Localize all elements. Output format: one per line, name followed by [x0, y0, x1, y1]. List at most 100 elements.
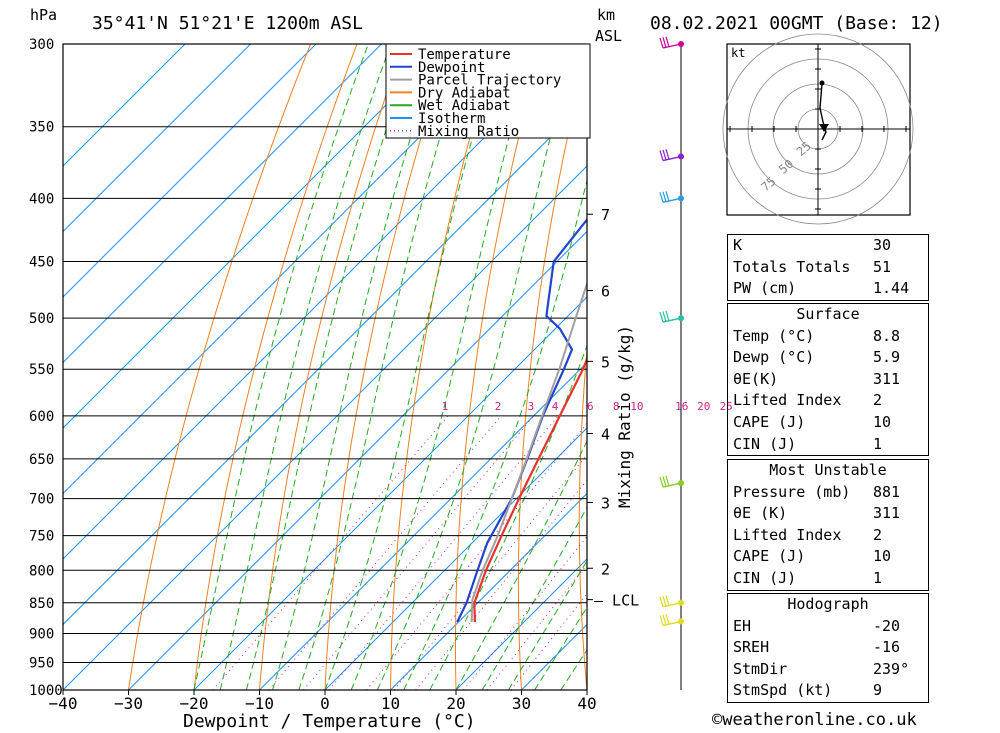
storm-motion-marker — [819, 124, 829, 132]
mixing-ratio-label: 16 — [675, 400, 688, 413]
pressure-tick-label: 950 — [29, 655, 54, 671]
height-tick-label: 4 — [601, 426, 610, 444]
isotherm-line — [390, 492, 587, 690]
wind-barb-flag — [665, 310, 670, 322]
temperature-tick-label: −10 — [245, 694, 274, 713]
isotherm-line — [63, 165, 587, 690]
wind-barb-flag — [662, 614, 667, 625]
surface-dewp-value: 5.9 — [873, 348, 901, 367]
hodograph-unit: kt — [731, 46, 745, 60]
mixing-ratio-axis-label: Mixing Ratio (g/kg) — [615, 325, 634, 508]
wet-adiabat-line — [534, 606, 587, 690]
mu-pressure-label: Pressure (mb) — [733, 482, 851, 501]
isotherm-line — [63, 44, 186, 167]
stmdir-label: StmDir — [733, 659, 788, 678]
k-index-row: K 30 — [728, 235, 928, 257]
k-index-value: 30 — [873, 236, 892, 254]
hodograph-end-marker — [819, 80, 825, 86]
indices-table: K 30 Totals Totals 51 PW (cm) 1.44 — [727, 234, 929, 301]
pressure-tick-label: 900 — [29, 626, 54, 642]
surface-cape-label: CAPE (J) — [733, 412, 806, 431]
surface-cin-row: CIN (J) 1 — [728, 434, 928, 456]
wet-adiabat-line — [350, 44, 535, 690]
parcel-trajectory-line — [470, 280, 587, 623]
pressure-tick-label: 400 — [29, 191, 54, 207]
pressure-tick-label: 600 — [29, 409, 54, 425]
surface-temp-value: 8.8 — [873, 326, 901, 345]
legend-label: Wet Adiabat — [418, 98, 511, 114]
surface-temp-row: Temp (°C) 8.8 — [728, 326, 928, 348]
eh-row: EH -20 — [728, 616, 928, 638]
wet-adiabat-line — [481, 506, 587, 690]
mu-cin-row: CIN (J) 1 — [728, 568, 928, 590]
wind-barb-flag — [665, 190, 670, 202]
wet-adiabat-line — [245, 44, 416, 690]
surface-cin-value: 1 — [873, 434, 883, 453]
surface-title: Surface — [796, 305, 860, 323]
mu-cin-value: 1 — [873, 568, 883, 587]
isotherm-line — [63, 44, 251, 233]
mu-theta-label: θE (K) — [733, 504, 788, 523]
isotherm-line — [63, 44, 448, 429]
hpa-unit-label: hPa — [30, 6, 57, 24]
temperature-line — [473, 356, 587, 623]
dry-adiabat-line — [638, 44, 682, 690]
isobar-lines — [63, 43, 587, 691]
isotherm-line — [455, 558, 587, 690]
k-index-label: K — [733, 236, 743, 254]
pressure-tick-label: 550 — [29, 362, 54, 378]
temperature-tick-label: −40 — [49, 694, 78, 713]
mixing-ratio-label: 10 — [630, 400, 643, 413]
mixing-ratio-line — [328, 415, 559, 690]
stmspd-value: 9 — [873, 681, 883, 700]
wind-barb-flag — [659, 596, 664, 607]
height-tick-label: 7 — [601, 206, 610, 224]
isotherm-line — [63, 44, 317, 298]
surface-li-value: 2 — [873, 391, 883, 410]
plot-frame — [62, 43, 588, 691]
wet-adiabat-line — [193, 44, 369, 690]
pressure-tick-label: 1000 — [29, 683, 63, 699]
mu-cape-row: CAPE (J) 10 — [728, 546, 928, 568]
mu-theta-value: 311 — [873, 504, 901, 523]
legend-box — [385, 43, 591, 139]
surface-dewp-label: Dewp (°C) — [733, 348, 815, 367]
dewpoint-line — [456, 217, 587, 623]
mixing-ratio-line — [303, 415, 535, 690]
pressure-tick-label: 750 — [29, 529, 54, 545]
pressure-tick-label: 800 — [29, 563, 54, 579]
asl-unit-label: ASL — [595, 27, 622, 45]
height-axis: 7 6 5 4 3 2 – LCL — [587, 206, 639, 610]
wind-barb-flag — [659, 37, 664, 49]
temperature-tick-label: 40 — [577, 694, 596, 713]
mixing-ratio-labels: 1 2 3 4 6 8 10 16 20 25 — [442, 400, 733, 413]
mu-li-row: Lifted Index 2 — [728, 525, 928, 547]
temperature-tick-label: −20 — [180, 694, 209, 713]
pressure-tick-label: 500 — [29, 311, 54, 327]
pressure-axis: 300 350 400 450 500 550 600 650 700 750 800 850 900 9… — [29, 37, 63, 699]
surface-dewp-row: Dewp (°C) 5.9 — [728, 347, 928, 369]
wind-barb-flag — [662, 596, 667, 607]
datetime-title: 08.02.2021 00GMT (Base: 12) — [650, 13, 943, 34]
hodograph-table: Hodograph EH -20 SREH -16 StmDir 239° StmSp… — [727, 593, 929, 703]
mixing-ratio-label: 20 — [697, 400, 710, 413]
wet-adiabat-line — [376, 44, 575, 690]
isotherm-line — [259, 361, 587, 690]
location-title: 35°41'N 51°21'E 1200m ASL — [92, 13, 363, 34]
mu-li-value: 2 — [873, 525, 883, 544]
wind-barb-flag — [659, 192, 664, 203]
legend-label: Parcel Trajectory — [418, 73, 561, 89]
pressure-tick-label: 300 — [29, 37, 54, 53]
eh-value: -20 — [873, 616, 901, 635]
height-tick-label: 2 — [601, 560, 610, 578]
mu-li-label: Lifted Index — [733, 525, 842, 544]
legend-label: Isotherm — [418, 111, 485, 127]
x-axis-label: Dewpoint / Temperature (°C) — [183, 711, 476, 732]
wind-barb-flag — [665, 475, 670, 487]
mixing-ratio-label: 8 — [613, 400, 620, 413]
wind-barb-flag — [665, 614, 670, 625]
height-tick-label: – LCL — [594, 592, 639, 610]
